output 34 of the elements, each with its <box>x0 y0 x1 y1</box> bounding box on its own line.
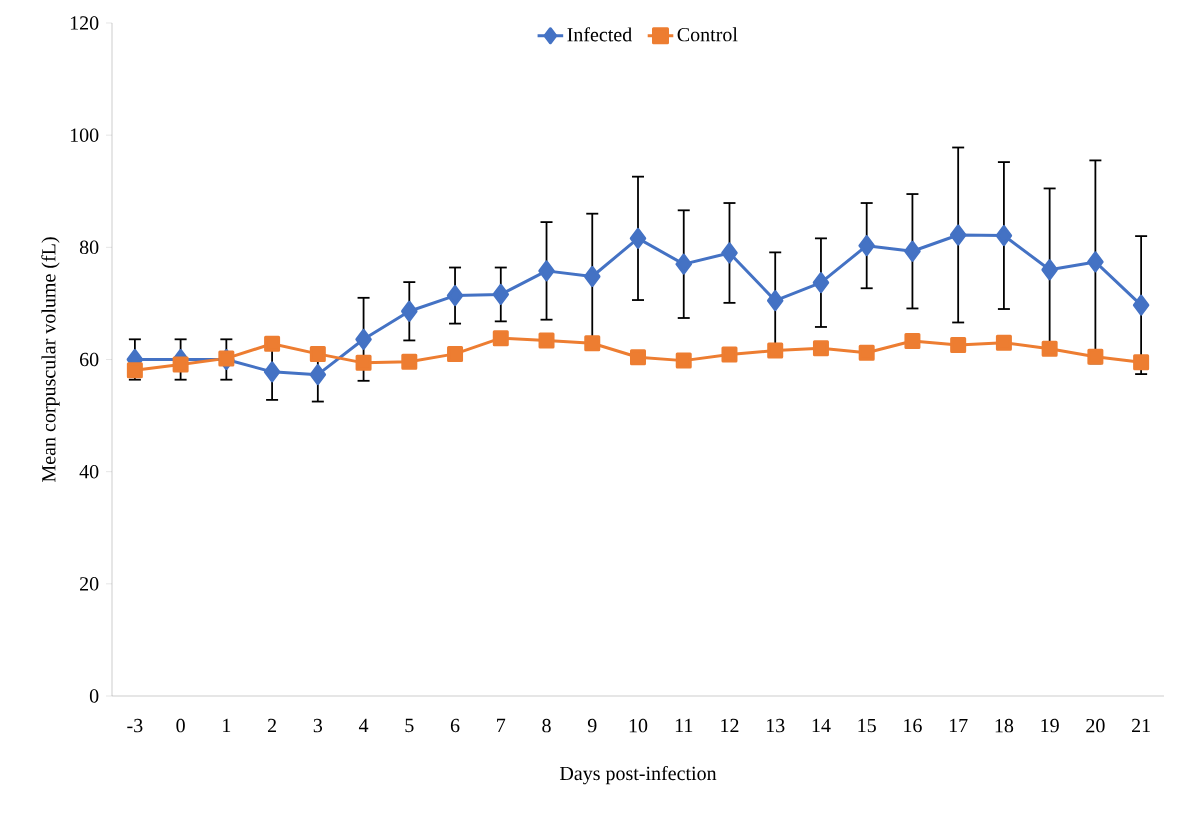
y-tick-label: 60 <box>80 352 99 367</box>
x-tick-label: 13 <box>766 718 785 733</box>
y-tick-label: 20 <box>80 577 99 591</box>
x-tick-label: 19 <box>1041 718 1059 733</box>
y-tick-label: 80 <box>79 240 99 255</box>
x-tick-label: 20 <box>1086 718 1105 733</box>
x-tick-label: 14 <box>812 718 831 733</box>
x-tick-label: 10 <box>629 718 648 733</box>
x-axis-title: Days post-infection <box>559 765 717 785</box>
x-tick-label: 5 <box>405 718 414 733</box>
x-tick-label: 21 <box>1132 718 1150 733</box>
y-tick-label: 0 <box>89 689 99 703</box>
y-tick-label: 40 <box>79 464 99 479</box>
x-tick-label: 0 <box>176 718 185 733</box>
x-tick-label: 8 <box>542 718 551 733</box>
x-tick-label: 1 <box>223 718 231 733</box>
x-tick-label: 12 <box>721 718 739 733</box>
x-tick-label: 7 <box>497 718 506 732</box>
x-tick-label: 3 <box>313 718 323 733</box>
legend-label: Infected <box>567 27 632 42</box>
x-tick-label: 18 <box>995 718 1014 733</box>
x-tick-label: 2 <box>267 718 276 733</box>
x-tick-label: 17 <box>949 718 968 733</box>
x-tick-label: 15 <box>858 718 876 733</box>
x-tick-label: 16 <box>904 718 922 733</box>
x-tick-label: 4 <box>358 718 369 733</box>
x-tick-label: 11 <box>675 718 693 733</box>
y-tick-label: 120 <box>70 16 99 30</box>
x-tick-label: 9 <box>587 718 597 733</box>
legend-label: Control <box>677 27 738 42</box>
y-tick-label: 100 <box>70 128 99 142</box>
y-axis-title: Mean corpuscular volume (fL) <box>41 237 60 482</box>
x-tick-label: 6 <box>450 718 460 733</box>
x-tick-label: -3 <box>127 718 143 733</box>
